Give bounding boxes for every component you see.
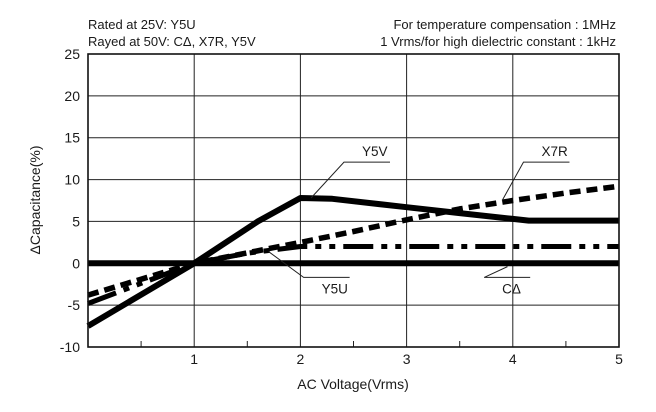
- y-tick-label: -10: [60, 339, 80, 355]
- y-tick-label: -5: [68, 297, 81, 313]
- series-line-y5u: [87, 244, 619, 306]
- axes: [87, 53, 620, 348]
- x-tick-label: 5: [615, 351, 623, 367]
- y-tick-label: 25: [64, 46, 80, 62]
- callout-label: CΔ: [502, 281, 521, 296]
- series-line-y5v: [86, 195, 619, 329]
- x-axis-title: AC Voltage(Vrms): [297, 376, 409, 392]
- note-top-right-2: 1 Vrms/for high dielectric constant : 1k…: [380, 34, 616, 49]
- callout-label: Y5V: [362, 144, 388, 159]
- x-tick-label: 3: [403, 351, 411, 367]
- callout-leader: [310, 161, 390, 199]
- callout-leader: [483, 266, 531, 278]
- note-top-right-1: For temperature compensation : 1MHz: [393, 17, 616, 32]
- tick-labels: 1 2 3 4 5 -10 -5 0 5 10 15 20 25: [60, 46, 623, 367]
- callout-leader: [501, 161, 570, 201]
- y-tick-label: 10: [64, 172, 80, 188]
- callout-label: X7R: [541, 144, 568, 159]
- note-top-left-1: Rated at 25V: Y5U: [88, 17, 196, 32]
- note-top-left-2: Rayed at 50V: CΔ, X7R, Y5V: [88, 34, 256, 49]
- plot-frame: [87, 53, 620, 348]
- x-tick-label: 2: [297, 351, 305, 367]
- x-tick-label: 1: [190, 351, 198, 367]
- y-axis-title: ΔCapacitance(%): [27, 146, 43, 255]
- callout-label: Y5U: [322, 281, 348, 296]
- y-tick-label: 0: [72, 255, 80, 271]
- y-tick-label: 5: [72, 213, 80, 229]
- series-layer: [86, 183, 620, 329]
- x-tick-label: 4: [509, 351, 517, 367]
- callouts: Y5V X7R Y5U CΔ: [268, 144, 570, 296]
- y-tick-label: 15: [64, 130, 80, 146]
- y-tick-label: 20: [64, 88, 80, 104]
- callout-leader: [268, 251, 350, 278]
